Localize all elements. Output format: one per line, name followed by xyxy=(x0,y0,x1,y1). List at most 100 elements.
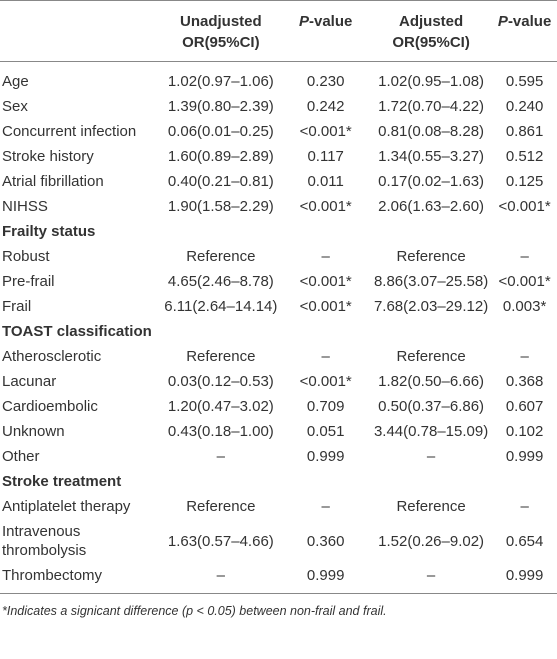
table-cell: 0.242 xyxy=(306,98,345,115)
table-row: Frail 6.11(2.64–14.14) <0.001* 7.68(2.03–29… xyxy=(0,294,557,319)
table-cell: Reference xyxy=(396,248,466,265)
table-cell: – xyxy=(216,448,225,465)
table-cell: <0.001* xyxy=(299,273,352,290)
row-label: Antiplatelet therapy xyxy=(2,498,131,515)
table-row: Concurrent infection 0.06(0.01–0.25) <0.00… xyxy=(0,119,557,144)
row-label: Thrombectomy xyxy=(2,567,103,584)
table-cell: 0.360 xyxy=(306,532,345,550)
table-row: Age 1.02(0.97–1.06) 0.230 1.02(0.95–1.08) 0.… xyxy=(0,62,557,95)
table-cell: 0.43(0.18–1.00) xyxy=(167,423,274,440)
table-cell: 0.595 xyxy=(505,73,544,90)
table-cell: 3.44(0.78–15.09) xyxy=(373,423,489,440)
table-cell: – xyxy=(426,448,436,465)
table-cell: 0.17(0.02–1.63) xyxy=(378,173,485,190)
table-cell: 0.117 xyxy=(307,148,344,165)
row-label: Intravenous thrombolysis xyxy=(2,523,87,559)
table-cell: <0.001* xyxy=(299,198,352,215)
row-label: Atrial fibrillation xyxy=(2,173,104,190)
row-label: Sex xyxy=(2,98,28,115)
section-header: Frailty status xyxy=(2,223,96,240)
row-label: Pre-frail xyxy=(2,273,55,290)
table-cell: <0.001* xyxy=(299,123,352,140)
row-label: Other xyxy=(2,448,40,465)
table-cell: 0.003* xyxy=(502,298,547,315)
table-cell: 1.39(0.80–2.39) xyxy=(167,98,274,115)
table-cell: Reference xyxy=(396,348,466,365)
row-label: Age xyxy=(2,73,29,90)
table-cell: 0.861 xyxy=(505,123,544,140)
table-cell: 0.011 xyxy=(307,173,344,190)
row-label: Robust xyxy=(2,248,50,265)
table-cell: – xyxy=(216,567,225,584)
table-row: Thrombectomy – 0.999 – 0.999 xyxy=(0,563,557,594)
table-row: Pre-frail 4.65(2.46–8.78) <0.001* 8.86(3.07… xyxy=(0,269,557,294)
table-cell: – xyxy=(321,498,330,515)
table-cell: 1.63(0.57–4.66) xyxy=(167,532,274,550)
header-cell xyxy=(0,1,160,62)
table-row: Cardioembolic 1.20(0.47–3.02) 0.709 0.50(0.… xyxy=(0,394,557,419)
table-cell: 1.34(0.55–3.27) xyxy=(378,148,485,165)
table-cell: 1.60(0.89–2.89) xyxy=(167,148,274,165)
row-label: Cardioembolic xyxy=(2,398,98,415)
table-cell: – xyxy=(321,348,330,365)
table-cell: 0.999 xyxy=(505,448,544,465)
results-table: Unadjusted OR(95%CI) P-value Adjusted OR… xyxy=(0,0,557,594)
header-text: P-value xyxy=(298,13,353,30)
header-text: P-value xyxy=(497,13,552,30)
row-label: Frail xyxy=(2,298,32,315)
table-cell: – xyxy=(520,348,529,365)
table-cell: Reference xyxy=(396,498,466,515)
header-cell: Unadjusted OR(95%CI) xyxy=(179,13,262,51)
table-row: Unknown 0.43(0.18–1.00) 0.051 3.44(0.78–15.… xyxy=(0,419,557,444)
table-row: Lacunar 0.03(0.12–0.53) <0.001* 1.82(0.50–6… xyxy=(0,369,557,394)
table-cell: 0.230 xyxy=(306,73,345,90)
table-row: TOAST classification xyxy=(0,319,557,344)
table-row: NIHSS 1.90(1.58–2.29) <0.001* 2.06(1.63–2.6… xyxy=(0,194,557,219)
row-label: Lacunar xyxy=(2,373,57,390)
table-row: Robust Reference – Reference – xyxy=(0,244,557,269)
table-row: Intravenous thrombolysis 1.63(0.57–4.66) 0… xyxy=(0,519,557,563)
table-cell: 0.654 xyxy=(505,532,544,550)
table-cell: 0.40(0.21–0.81) xyxy=(167,173,274,190)
header-cell: Adjusted OR(95%CI) xyxy=(392,13,470,51)
table-cell: 0.240 xyxy=(505,98,544,115)
table-cell: 1.90(1.58–2.29) xyxy=(167,198,274,215)
table-row: Stroke history 1.60(0.89–2.89) 0.117 1.34(0… xyxy=(0,144,557,169)
table-row: Other – 0.999 – 0.999 xyxy=(0,444,557,469)
table-cell: 2.06(1.63–2.60) xyxy=(378,198,485,215)
row-label: NIHSS xyxy=(2,198,48,215)
table-cell: 0.102 xyxy=(505,423,544,440)
table-cell: 0.709 xyxy=(306,398,345,415)
table-row: Sex 1.39(0.80–2.39) 0.242 1.72(0.70–4.22) 0.… xyxy=(0,94,557,119)
table-cell: 0.06(0.01–0.25) xyxy=(167,123,274,140)
table-cell: 0.368 xyxy=(505,373,544,390)
section-header: TOAST classification xyxy=(2,323,152,340)
table-cell: <0.001* xyxy=(299,373,352,390)
table-cell: 1.52(0.26–9.02) xyxy=(378,532,485,550)
table-body: Age 1.02(0.97–1.06) 0.230 1.02(0.95–1.08) 0.… xyxy=(0,62,557,594)
table-cell: – xyxy=(321,248,330,265)
table-cell: 0.999 xyxy=(306,448,345,465)
header-cell: P-value xyxy=(492,1,557,62)
footnote: *Indicates a signicant difference (p < 0… xyxy=(2,604,387,618)
table-cell: <0.001* xyxy=(498,273,551,290)
table-cell: 0.607 xyxy=(505,398,544,415)
table-cell: 1.82(0.50–6.66) xyxy=(378,373,485,390)
table-row: Antiplatelet therapy Reference – Reference – xyxy=(0,494,557,519)
table-cell: 6.11(2.64–14.14) xyxy=(164,298,278,315)
table-row: Frailty status xyxy=(0,219,557,244)
table-cell: <0.001* xyxy=(498,198,551,215)
table-cell: 8.86(3.07–25.58) xyxy=(373,273,489,290)
table-cell: 0.051 xyxy=(306,423,345,440)
row-label: Atherosclerotic xyxy=(2,348,102,365)
row-label: Stroke history xyxy=(2,148,94,165)
row-label: Unknown xyxy=(2,423,65,440)
header-cell: P-value xyxy=(281,1,370,62)
table-cell: 1.02(0.95–1.08) xyxy=(378,73,485,90)
table-cell: 4.65(2.46–8.78) xyxy=(167,273,274,290)
table-cell: 0.125 xyxy=(505,173,544,190)
table-row: Stroke treatment xyxy=(0,469,557,494)
table-cell: Reference xyxy=(186,248,256,265)
table-cell: 0.03(0.12–0.53) xyxy=(167,373,274,390)
